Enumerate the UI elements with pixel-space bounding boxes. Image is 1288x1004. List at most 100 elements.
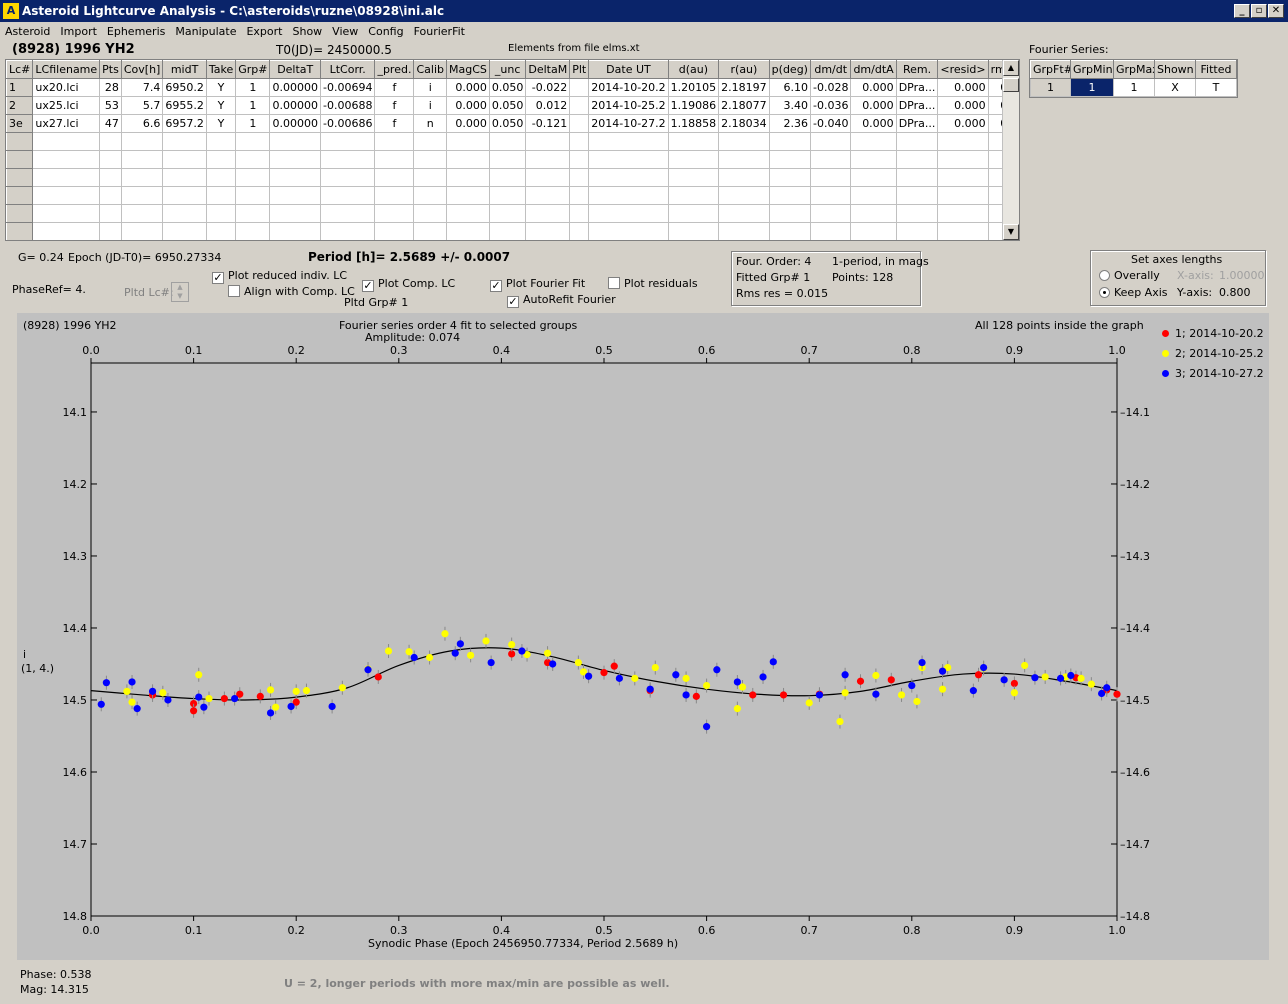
table-cell-empty[interactable]	[488, 204, 527, 223]
table-cell-empty[interactable]	[895, 222, 939, 240]
table-cell[interactable]: -0.00694	[319, 78, 376, 97]
table-cell-empty[interactable]	[99, 204, 122, 223]
table-cell-empty[interactable]	[667, 222, 720, 240]
table-cell[interactable]	[569, 96, 590, 115]
col-header-20[interactable]: dm/dtA	[850, 60, 897, 79]
table-cell-empty[interactable]	[269, 150, 321, 169]
table-row-empty[interactable]	[6, 222, 1019, 240]
col-header-22[interactable]: <resid>	[937, 60, 989, 79]
table-cell[interactable]: 0.000	[850, 78, 897, 97]
table-cell-empty[interactable]	[99, 222, 122, 240]
table-cell-empty[interactable]	[413, 150, 447, 169]
table-cell[interactable]: 1	[235, 114, 271, 133]
table-cell-empty[interactable]	[374, 168, 415, 187]
table-cell[interactable]: 0.012	[525, 96, 571, 115]
table-cell[interactable]: 2.18197	[718, 78, 770, 97]
table-cell-empty[interactable]	[809, 186, 852, 205]
table-cell[interactable]: Y	[205, 78, 237, 97]
table-cell-empty[interactable]	[588, 150, 669, 169]
table-cell-empty[interactable]	[446, 168, 490, 187]
table-cell-empty[interactable]	[319, 150, 376, 169]
keep-axis-radio[interactable]: Keep Axis	[1099, 286, 1168, 299]
table-cell[interactable]: 0.00000	[269, 114, 321, 133]
table-cell-empty[interactable]	[569, 222, 590, 240]
table-cell-empty[interactable]	[525, 204, 571, 223]
y-axis-value[interactable]: 0.800	[1219, 286, 1251, 299]
table-cell-empty[interactable]	[269, 186, 321, 205]
table-cell-empty[interactable]	[937, 204, 989, 223]
table-cell-empty[interactable]	[162, 150, 207, 169]
col-header-16[interactable]: d(au)	[667, 60, 720, 79]
table-cell-empty[interactable]	[162, 204, 207, 223]
table-cell-empty[interactable]	[446, 204, 490, 223]
table-cell-empty[interactable]	[120, 204, 164, 223]
table-cell-empty[interactable]	[569, 168, 590, 187]
table-cell-empty[interactable]	[269, 132, 321, 151]
table-row[interactable]: 3e ux27.lci 47 6.6 6957.2 Y 1 0.00000 -0.00686 f n…	[6, 114, 1019, 133]
table-cell-empty[interactable]	[809, 222, 852, 240]
table-cell-empty[interactable]	[667, 150, 720, 169]
table-cell-empty[interactable]	[588, 222, 669, 240]
col-header-11[interactable]: MagCS	[446, 60, 490, 79]
maximize-button[interactable]: ▫	[1251, 4, 1267, 18]
table-cell[interactable]	[569, 114, 590, 133]
table-cell[interactable]: 1.19086	[667, 96, 720, 115]
align-comp-checkbox[interactable]: Align with Comp. LC	[228, 285, 355, 298]
menu-config[interactable]: Config	[368, 25, 404, 38]
table-cell-empty[interactable]	[488, 150, 527, 169]
col-header-15[interactable]: Date UT	[588, 60, 669, 79]
table-cell[interactable]: 6.6	[120, 114, 164, 133]
table-cell-empty[interactable]	[895, 132, 939, 151]
table-scrollbar[interactable]: ▲ ▼	[1002, 60, 1019, 240]
table-cell[interactable]: Y	[205, 114, 237, 133]
table-cell[interactable]: -0.00686	[319, 114, 376, 133]
table-cell-empty[interactable]	[205, 204, 237, 223]
plot-residuals-checkbox[interactable]: Plot residuals	[608, 277, 698, 290]
col-header-1[interactable]: LCfilename	[32, 60, 101, 79]
table-cell-empty[interactable]	[569, 204, 590, 223]
scroll-thumb[interactable]	[1003, 78, 1019, 92]
table-cell-empty[interactable]	[895, 204, 939, 223]
table-cell[interactable]: 1	[235, 78, 271, 97]
table-cell[interactable]: ux25.lci	[32, 96, 101, 115]
table-cell[interactable]: DPra...	[895, 114, 939, 133]
table-cell[interactable]: n	[413, 114, 447, 133]
col-header-6[interactable]: Grp#	[235, 60, 271, 79]
table-cell-empty[interactable]	[32, 186, 101, 205]
table-cell-empty[interactable]	[809, 150, 852, 169]
table-cell-empty[interactable]	[235, 204, 271, 223]
table-row-empty[interactable]	[6, 186, 1019, 205]
col-header-13[interactable]: DeltaM	[525, 60, 571, 79]
table-cell-empty[interactable]	[850, 222, 897, 240]
lightcurve-plot[interactable]: (8928) 1996 YH2 Fourier series order 4 f…	[17, 313, 1269, 960]
table-cell-empty[interactable]	[718, 150, 770, 169]
table-cell-empty[interactable]	[6, 168, 34, 187]
menu-asteroid[interactable]: Asteroid	[5, 25, 51, 38]
table-cell[interactable]: 0.000	[937, 114, 989, 133]
table-cell-empty[interactable]	[588, 168, 669, 187]
table-cell-empty[interactable]	[446, 150, 490, 169]
table-cell-empty[interactable]	[569, 132, 590, 151]
table-cell-empty[interactable]	[525, 150, 571, 169]
table-cell[interactable]: ux20.lci	[32, 78, 101, 97]
table-cell-empty[interactable]	[768, 132, 811, 151]
table-cell-empty[interactable]	[569, 186, 590, 205]
table-cell[interactable]: 2014-10-27.2	[588, 114, 669, 133]
table-cell[interactable]: 0.050	[488, 96, 527, 115]
table-cell-empty[interactable]	[120, 222, 164, 240]
table-cell-empty[interactable]	[205, 168, 237, 187]
table-cell[interactable]: DPra...	[895, 96, 939, 115]
col-header-12[interactable]: _unc	[488, 60, 527, 79]
table-cell[interactable]: DPra...	[895, 78, 939, 97]
table-cell-empty[interactable]	[99, 186, 122, 205]
table-cell-empty[interactable]	[99, 150, 122, 169]
table-cell[interactable]: ux27.lci	[32, 114, 101, 133]
row-header[interactable]: 2	[6, 96, 34, 115]
table-cell-empty[interactable]	[850, 186, 897, 205]
table-cell[interactable]: i	[413, 96, 447, 115]
table-cell-empty[interactable]	[32, 132, 101, 151]
table-cell-empty[interactable]	[99, 132, 122, 151]
table-cell[interactable]: 0.00000	[269, 78, 321, 97]
table-cell[interactable]: 6957.2	[162, 114, 207, 133]
table-cell[interactable]: 0.000	[446, 96, 490, 115]
